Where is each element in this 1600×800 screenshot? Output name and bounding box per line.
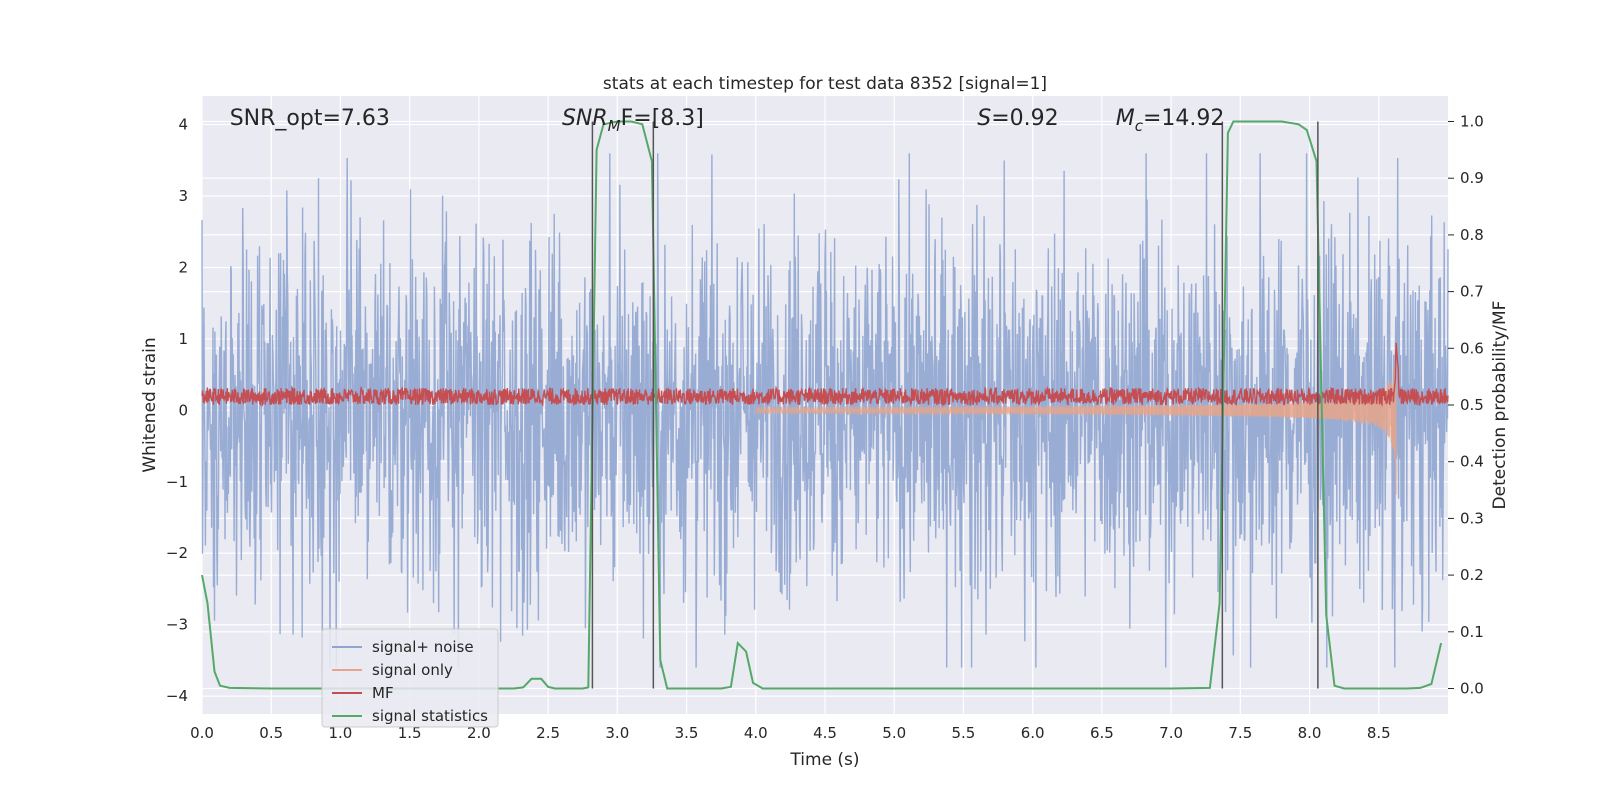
y-right-tick-label: 0.4 xyxy=(1460,453,1484,471)
x-tick-label: 7.5 xyxy=(1228,724,1252,742)
data-layer xyxy=(201,120,1449,690)
y-left-tick-label: 0 xyxy=(178,401,188,419)
x-tick-label: 8.5 xyxy=(1367,724,1391,742)
series-signal-only xyxy=(755,340,1397,495)
x-tick-label: 3.5 xyxy=(675,724,699,742)
x-axis-label: Time (s) xyxy=(789,750,859,770)
annotation-3: Mc=14.92 xyxy=(1116,106,1225,135)
x-tick-label: 5.5 xyxy=(952,724,976,742)
y-axis-label-left: Whitened strain xyxy=(140,337,160,472)
y-right-tick-label: 0.5 xyxy=(1460,396,1484,414)
y-left-tick-label: 3 xyxy=(178,187,188,205)
legend-label: MF xyxy=(372,684,394,702)
y-right-tick-label: 0.9 xyxy=(1460,169,1484,187)
x-tick-label: 6.5 xyxy=(1090,724,1114,742)
x-tick-label: 8.0 xyxy=(1298,724,1322,742)
series-signal-plus-noise xyxy=(201,153,1449,668)
y-left-tick-label: −1 xyxy=(166,473,188,491)
y-right-tick-label: 0.6 xyxy=(1460,339,1484,357)
y-right-tick-label: 0.7 xyxy=(1460,283,1484,301)
y-axis-label-right: Detection probability/MF xyxy=(1490,301,1510,510)
x-tick-label: 0.5 xyxy=(259,724,283,742)
x-tick-label: 3.0 xyxy=(605,724,629,742)
chart-title: stats at each timestep for test data 835… xyxy=(603,74,1047,94)
annotation-0: SNR_opt=7.63 xyxy=(230,106,390,131)
x-tick-label: 4.5 xyxy=(813,724,837,742)
y-right-tick-label: 1.0 xyxy=(1460,113,1484,131)
legend: signal+ noise signal only MF signal statist… xyxy=(321,628,499,728)
x-tick-label: 5.0 xyxy=(882,724,906,742)
legend-label: signal only xyxy=(372,661,453,679)
x-tick-label: 7.0 xyxy=(1159,724,1183,742)
y-left-tick-label: 2 xyxy=(178,258,188,276)
vertical-lines xyxy=(591,121,1319,689)
legend-label: signal+ noise xyxy=(372,638,474,656)
y-left-tick-label: −3 xyxy=(166,616,188,634)
x-tick-label: 1.0 xyxy=(329,724,353,742)
x-tick-label: 2.5 xyxy=(536,724,560,742)
x-tick-label: 2.0 xyxy=(467,724,491,742)
y-right-tick-label: 0.3 xyxy=(1460,509,1484,527)
annotation-2: S=0.92 xyxy=(977,106,1058,131)
series-mf xyxy=(201,342,1449,408)
y-left-tick-label: 1 xyxy=(178,330,188,348)
y-right-tick-label: 0.8 xyxy=(1460,226,1484,244)
x-tick-label: 6.0 xyxy=(1021,724,1045,742)
tick-labels: 0.0 0.5 1.0 1.5 2.0 2.5 3.0 3.5 4.0 4.5 5.0 5.5 6.0 6… xyxy=(166,113,1484,742)
y-left-tick-label: 4 xyxy=(178,116,188,134)
y-left-tick-label: −4 xyxy=(166,687,188,705)
y-right-tick-label: 0.2 xyxy=(1460,566,1484,584)
annotation-1: SNRMF=[8.3] xyxy=(562,106,704,135)
y-right-tick-label: 0.1 xyxy=(1460,623,1484,641)
x-tick-label: 1.5 xyxy=(398,724,422,742)
y-left-tick-label: −2 xyxy=(166,544,188,562)
x-tick-label: 0.0 xyxy=(190,724,214,742)
annotations: SNR_opt=7.63 SNRMF=[8.3] S=0.92 Mc=14.92 xyxy=(230,106,1225,135)
y-right-tick-label: 0.0 xyxy=(1460,679,1484,697)
legend-box xyxy=(321,628,499,728)
legend-label: signal statistics xyxy=(372,707,488,725)
x-tick-label: 4.0 xyxy=(744,724,768,742)
